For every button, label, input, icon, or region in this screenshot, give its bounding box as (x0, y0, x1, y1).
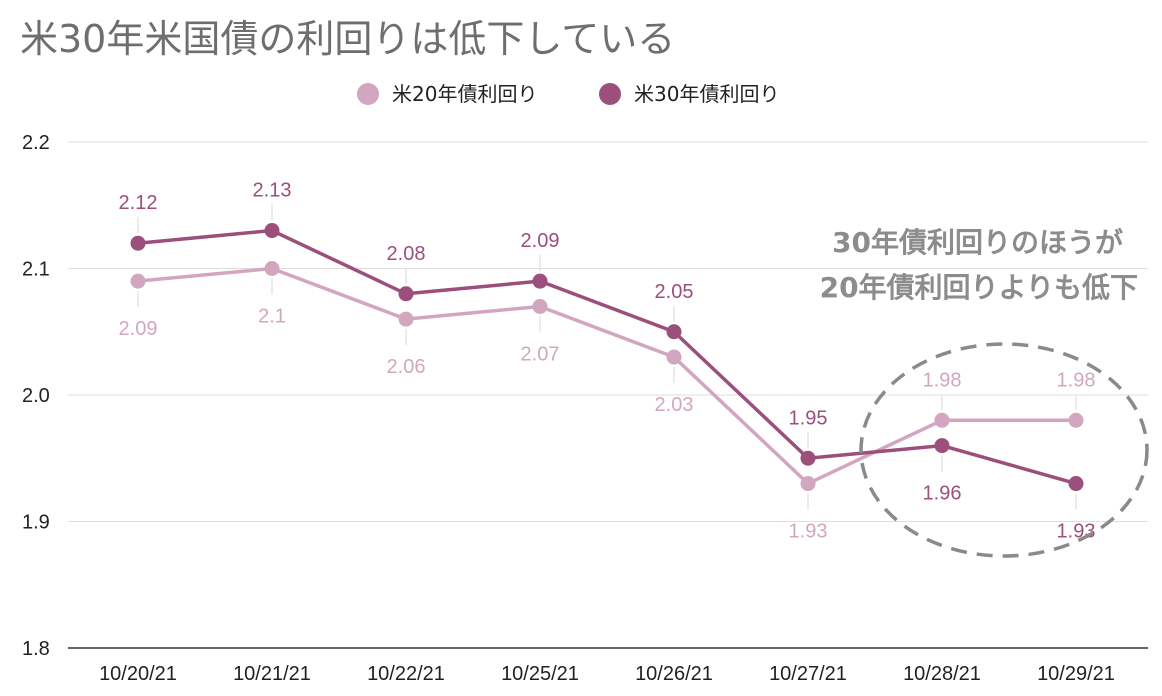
x-axis-ticks: 10/20/21 10/21/21 10/22/21 10/25/21 10/26/21… (99, 663, 1115, 685)
data-label: 2.03 (655, 394, 694, 416)
y-tick-label: 2.1 (22, 259, 50, 281)
series-layer (130, 223, 1084, 492)
label-leader-lines (137, 204, 1077, 510)
data-label: 1.98 (923, 369, 962, 391)
x-tick-label: 10/27/21 (769, 663, 847, 685)
legend: 米20年債利回り 米30年債利回り (357, 82, 779, 106)
data-label: 1.93 (789, 521, 828, 543)
y-axis-ticks: 1.8 1.9 2.0 2.1 2.2 (22, 132, 50, 660)
x-tick-label: 10/22/21 (367, 663, 445, 685)
data-point (130, 235, 146, 251)
data-point (398, 311, 414, 327)
highlight-ellipse (859, 342, 1149, 558)
legend-entry: 米30年債利回り (634, 82, 779, 106)
data-point (1068, 476, 1084, 492)
y-tick-label: 1.9 (22, 512, 50, 534)
data-label: 2.08 (387, 243, 426, 265)
data-label: 2.09 (119, 318, 158, 340)
data-point (532, 273, 548, 289)
data-label: 2.1 (258, 306, 286, 328)
data-point (264, 223, 280, 239)
grid-lines (68, 141, 1148, 649)
data-point (666, 324, 682, 340)
data-point (532, 298, 548, 314)
data-label: 2.09 (521, 230, 560, 252)
data-point (130, 273, 146, 289)
data-label: 2.06 (387, 356, 426, 378)
chart-title: 米30年米国債の利回りは低下している (20, 17, 676, 61)
annotation-line-1: 30年債利回りのほうが (832, 226, 1123, 259)
y-tick-label: 1.8 (22, 638, 50, 660)
x-tick-label: 10/28/21 (903, 663, 981, 685)
data-label: 1.95 (789, 407, 828, 429)
data-point (800, 476, 816, 492)
legend-swatch (357, 83, 379, 105)
legend-swatch (599, 83, 621, 105)
x-tick-label: 10/25/21 (501, 663, 579, 685)
data-point (934, 412, 950, 428)
data-labels: 2.09 2.1 2.06 2.07 2.03 1.93 1.98 1.98 2.12 2.13 2… (119, 180, 1096, 543)
data-label: 2.12 (119, 192, 158, 214)
y-tick-label: 2.2 (22, 132, 50, 154)
x-tick-label: 10/29/21 (1037, 663, 1115, 685)
series-line (137, 266, 1076, 486)
data-label: 2.05 (655, 281, 694, 303)
x-tick-label: 10/21/21 (233, 663, 311, 685)
data-label: 1.98 (1057, 369, 1096, 391)
legend-entry: 米20年債利回り (392, 82, 537, 106)
data-point (934, 438, 950, 454)
data-label: 2.07 (521, 343, 560, 365)
y-tick-label: 2.0 (22, 385, 50, 407)
x-tick-label: 10/26/21 (635, 663, 713, 685)
data-point (666, 349, 682, 365)
data-point (398, 286, 414, 302)
data-point (1068, 412, 1084, 428)
x-tick-label: 10/20/21 (99, 663, 177, 685)
data-label: 2.13 (253, 180, 292, 202)
data-label: 1.96 (923, 483, 962, 505)
series-line (137, 228, 1077, 486)
data-label: 1.93 (1057, 521, 1096, 543)
data-point (264, 261, 280, 276)
data-point (800, 450, 816, 466)
annotation-line-2: 20年債利回りよりも低下 (820, 271, 1138, 304)
